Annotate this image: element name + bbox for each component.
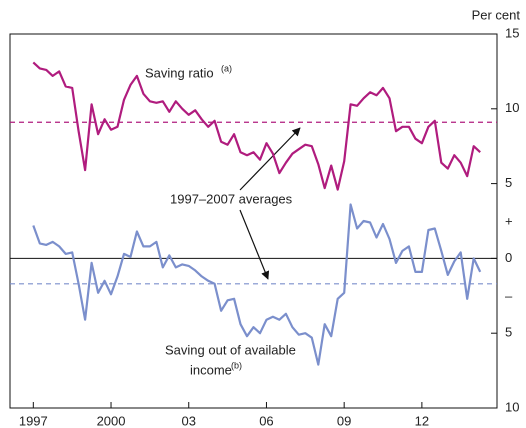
- x-tick-label: 2000: [97, 413, 126, 428]
- x-tick-label: 06: [259, 413, 273, 428]
- y-tick-label: 15: [505, 25, 519, 40]
- y-tick-label: 0: [505, 250, 512, 265]
- annotation: 1997–2007 averages: [170, 191, 293, 206]
- y-tick-label: 10: [505, 399, 519, 414]
- arrow: [239, 127, 301, 191]
- y-tick-label: 5: [505, 325, 512, 340]
- series-line: [32, 61, 481, 191]
- unit-label: Per cent: [472, 7, 521, 22]
- y-tick-label: 5: [505, 175, 512, 190]
- annotation-note: (a): [221, 63, 232, 73]
- annotation-note: (b): [231, 360, 242, 370]
- x-tick-label: 03: [182, 413, 196, 428]
- y-tick-label: 10: [505, 100, 519, 115]
- annotation: Saving out of available: [165, 342, 296, 357]
- series-line: [32, 203, 482, 366]
- minus-sign: –: [505, 288, 513, 303]
- annotation: Saving ratio: [145, 65, 214, 80]
- x-tick-label: 12: [415, 413, 429, 428]
- arrow: [239, 209, 270, 280]
- x-tick-label: 1997: [19, 413, 48, 428]
- annotation: income: [190, 362, 232, 377]
- x-tick-label: 09: [337, 413, 351, 428]
- plot-frame: [9, 33, 498, 409]
- plus-sign: +: [505, 213, 513, 228]
